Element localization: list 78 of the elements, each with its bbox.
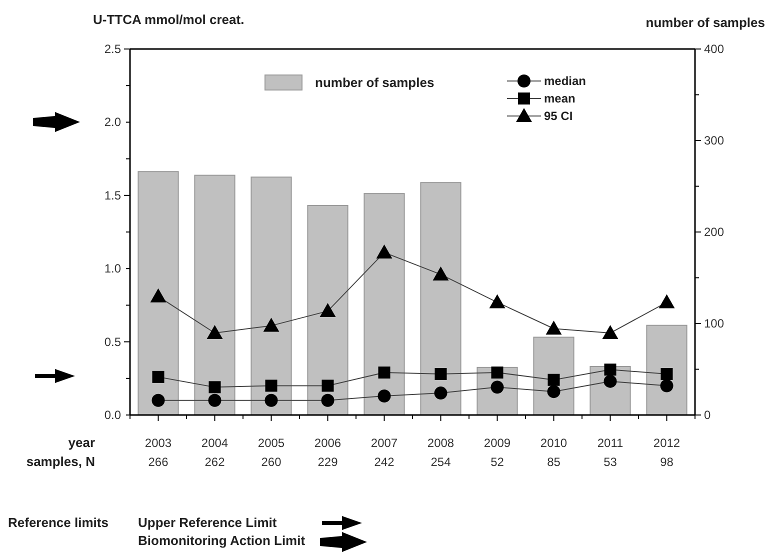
point (265, 380, 278, 392)
point (321, 394, 334, 407)
x-axis-title: year (68, 435, 95, 450)
x-tick-label: 2011 (597, 436, 624, 450)
data-label: 254 (430, 455, 452, 469)
y2-tick-label: 400 (704, 42, 724, 56)
x-tick-label: 2007 (370, 436, 398, 450)
point (263, 318, 280, 332)
y-tick-label: 2.5 (104, 42, 122, 56)
bar (646, 324, 688, 416)
bar (250, 176, 292, 416)
y-tick-label: 1.5 (104, 188, 122, 202)
point (434, 368, 447, 380)
point (489, 294, 506, 308)
y-tick-label: 1.0 (104, 262, 122, 276)
point (152, 394, 165, 407)
point (660, 368, 673, 380)
text: Biomonitoring Action Limit (138, 533, 306, 548)
y-tick-label: 2.0 (104, 115, 122, 130)
x-tick-label: 2005 (258, 436, 285, 450)
x-tick-label: 2008 (427, 436, 454, 450)
data-label: 98 (660, 455, 674, 469)
y2-tick-label: 0 (704, 408, 711, 422)
bar (194, 174, 236, 416)
data-label: 229 (318, 455, 338, 469)
point (208, 381, 221, 394)
y-axis-title: U-TTCA mmol/mol creat. (93, 12, 244, 27)
point (660, 379, 674, 392)
point (602, 325, 618, 340)
point (320, 303, 336, 318)
point (604, 374, 617, 388)
data-label: 242 (374, 455, 395, 469)
point (152, 370, 164, 383)
y-tick-label: 0.0 (104, 408, 122, 422)
y-tick-label: 0.5 (104, 334, 122, 349)
x-tick-label: 2012 (653, 436, 680, 450)
x-tick-label: 2010 (540, 436, 568, 450)
data-label: 52 (490, 455, 504, 469)
point (604, 364, 616, 376)
point (378, 366, 390, 379)
text: Reference limits (8, 515, 108, 530)
point (208, 394, 222, 407)
x-tick-label: 2009 (484, 436, 511, 450)
point (434, 386, 448, 400)
data-label: 53 (604, 455, 618, 469)
point (658, 294, 675, 308)
x-tick-label: 2004 (201, 436, 228, 450)
legend-label: number of samples (315, 75, 434, 90)
point (206, 325, 223, 340)
point (150, 288, 166, 302)
point (432, 266, 449, 280)
bar (420, 182, 462, 416)
point (322, 380, 334, 392)
y2-tick-label: 300 (704, 134, 724, 148)
text: samples, N (26, 454, 95, 469)
bar (138, 171, 179, 416)
data-label: 260 (261, 455, 282, 469)
legend-label: median (544, 74, 586, 88)
point (547, 385, 560, 398)
data-label: 85 (547, 455, 561, 469)
point (548, 374, 560, 386)
point (491, 366, 504, 379)
y2-tick-label: 200 (704, 225, 724, 239)
x-tick-label: 2003 (144, 436, 172, 450)
bar (364, 193, 405, 416)
point (264, 394, 278, 407)
x-tick-label: 2006 (314, 436, 342, 450)
y2-tick-label: 100 (704, 316, 724, 330)
data-label: 262 (204, 455, 226, 469)
bar (307, 204, 348, 416)
legend-label: 95 CI (544, 109, 573, 123)
point (378, 389, 391, 402)
point (546, 320, 562, 335)
data-label: 266 (148, 455, 169, 469)
y2-axis-title: number of samples (646, 15, 765, 30)
point (376, 244, 392, 258)
text: Upper Reference Limit (138, 515, 278, 530)
legend-label: mean (544, 92, 576, 106)
